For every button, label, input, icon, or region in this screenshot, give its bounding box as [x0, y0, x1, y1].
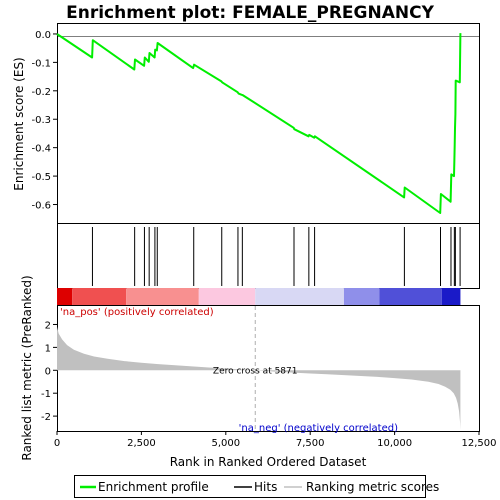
legend-hits-label: Hits	[254, 480, 277, 494]
hits-panel-frame	[57, 223, 480, 289]
es-ytick-label: -0.5	[31, 172, 51, 183]
colorbar-segment	[379, 288, 442, 305]
x-tick-label: 7,500	[296, 438, 325, 449]
colorbar-segment	[57, 288, 73, 305]
x-tick-label: 12,500	[462, 438, 497, 449]
es-ytick-label: 0.0	[35, 30, 51, 41]
rank-colorbar	[57, 288, 461, 305]
metric-ylabel: Ranked list metric (PreRanked)	[20, 275, 34, 460]
colorbar-segment	[255, 288, 344, 305]
pos-label: 'na_pos' (positively correlated)	[60, 307, 214, 318]
legend: Enrichment profile Hits Ranking metric s…	[74, 475, 439, 498]
es-ytick-label: -0.6	[31, 201, 51, 212]
es-ylabel: Enrichment score (ES)	[12, 57, 26, 190]
metric-ytick-label: -1	[41, 389, 51, 400]
x-tick-label: 5,000	[211, 438, 240, 449]
colorbar-segment	[441, 288, 461, 305]
hits-panel	[57, 223, 480, 289]
colorbar-segment	[198, 288, 256, 305]
x-tick-label: 2,500	[127, 438, 156, 449]
es-profile-line	[56, 33, 462, 214]
metric-ytick-label: 0	[45, 366, 51, 377]
metric-panel: Zero cross at 5871 'na_pos' (positively …	[20, 275, 480, 461]
es-ytick-label: -0.1	[31, 58, 51, 69]
x-tick-label: 10,000	[377, 438, 412, 449]
colorbar-segment	[126, 288, 199, 305]
colorbar-segment	[343, 288, 380, 305]
metric-ytick-label: 2	[45, 320, 51, 331]
metric-yticks: 2 1 0 -1 -2	[41, 320, 57, 423]
es-ytick-label: -0.3	[31, 115, 51, 126]
metric-ytick-label: -2	[41, 412, 51, 423]
x-tick-label: 0	[54, 438, 60, 449]
es-yticks: 0.0 -0.1 -0.2 -0.3 -0.4 -0.5 -0.6	[31, 30, 57, 212]
colorbar-segment	[72, 288, 127, 305]
legend-enrichment-label: Enrichment profile	[98, 480, 209, 494]
neg-label: 'na_neg' (negatively correlated)	[239, 423, 398, 434]
zero-cross-label: Zero cross at 5871	[213, 366, 298, 376]
es-panel-frame	[57, 23, 480, 224]
es-ytick-label: -0.4	[31, 144, 51, 155]
metric-ytick-label: 1	[45, 343, 51, 354]
es-panel: 0.0 -0.1 -0.2 -0.3 -0.4 -0.5 -0.6 Enrichment s…	[12, 23, 480, 224]
x-axis-ticks: 0 2,500 5,000 7,500 10,000 12,500	[54, 431, 497, 449]
hit-lines	[91, 227, 461, 286]
x-axis-label: Rank in Ranked Ordered Dataset	[170, 455, 367, 469]
chart-title: Enrichment plot: FEMALE_PREGNANCY	[66, 3, 434, 23]
es-ytick-label: -0.2	[31, 87, 51, 98]
legend-metric-label: Ranking metric scores	[306, 480, 439, 494]
